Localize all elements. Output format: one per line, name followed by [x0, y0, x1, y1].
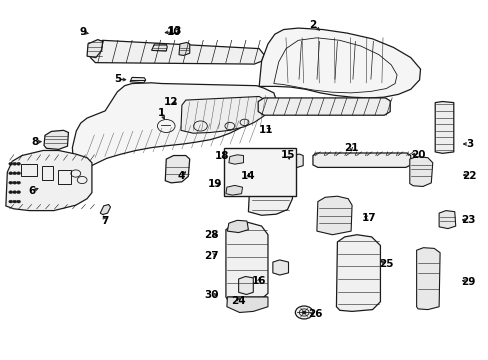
Text: 28: 28 [203, 230, 218, 240]
Polygon shape [6, 150, 92, 211]
Circle shape [17, 181, 20, 184]
Bar [58, 170, 71, 184]
Bar [20, 164, 37, 176]
Polygon shape [227, 220, 248, 233]
Polygon shape [258, 98, 389, 115]
Polygon shape [225, 185, 242, 195]
Polygon shape [100, 204, 110, 215]
Polygon shape [179, 42, 189, 55]
Circle shape [9, 200, 13, 203]
Text: 20: 20 [410, 150, 425, 160]
Text: 7: 7 [101, 216, 109, 226]
Text: 16: 16 [251, 276, 266, 286]
Text: 3: 3 [465, 139, 472, 149]
Circle shape [9, 162, 13, 165]
Circle shape [17, 191, 20, 194]
Circle shape [17, 162, 20, 165]
Polygon shape [316, 196, 351, 235]
Text: 5: 5 [114, 74, 121, 84]
Circle shape [295, 306, 312, 319]
Polygon shape [181, 96, 267, 133]
Polygon shape [272, 260, 288, 275]
Text: 25: 25 [378, 258, 393, 269]
Polygon shape [312, 153, 410, 167]
Text: 26: 26 [307, 309, 322, 319]
Polygon shape [226, 297, 267, 312]
Text: 10: 10 [166, 27, 181, 37]
Text: 1: 1 [158, 108, 164, 118]
Circle shape [17, 200, 20, 203]
Polygon shape [228, 155, 243, 164]
Text: 6: 6 [28, 186, 35, 196]
Polygon shape [87, 40, 102, 58]
Text: 2: 2 [309, 20, 316, 30]
Circle shape [302, 311, 305, 314]
Text: 27: 27 [203, 251, 218, 261]
Polygon shape [225, 222, 267, 303]
Bar [41, 166, 53, 180]
Polygon shape [72, 83, 276, 176]
Circle shape [9, 181, 13, 184]
Circle shape [9, 172, 13, 175]
Text: 9: 9 [80, 27, 86, 37]
Text: 11: 11 [259, 125, 273, 135]
Text: 13: 13 [167, 26, 182, 36]
Circle shape [13, 200, 17, 203]
Text: 23: 23 [460, 215, 475, 225]
Polygon shape [165, 156, 189, 183]
Text: 30: 30 [203, 290, 218, 300]
Polygon shape [409, 157, 432, 186]
Circle shape [9, 191, 13, 194]
Circle shape [13, 172, 17, 175]
Text: 4: 4 [177, 171, 184, 181]
Bar [224, 148, 296, 196]
Circle shape [13, 162, 17, 165]
Circle shape [13, 181, 17, 184]
Circle shape [17, 172, 20, 175]
Polygon shape [238, 276, 253, 294]
Text: 21: 21 [343, 143, 358, 153]
Polygon shape [438, 211, 455, 229]
Polygon shape [44, 130, 68, 149]
Polygon shape [130, 77, 145, 83]
Polygon shape [336, 235, 380, 311]
Text: 29: 29 [460, 276, 475, 287]
Polygon shape [291, 154, 303, 167]
Text: 14: 14 [241, 171, 255, 181]
Circle shape [13, 191, 17, 194]
Text: 24: 24 [231, 296, 245, 306]
Text: 19: 19 [207, 179, 222, 189]
Text: 12: 12 [163, 96, 178, 107]
Polygon shape [151, 44, 167, 51]
Polygon shape [248, 167, 292, 215]
Text: 22: 22 [461, 171, 476, 181]
Text: 17: 17 [361, 213, 376, 223]
Polygon shape [90, 40, 264, 64]
Polygon shape [416, 248, 439, 310]
Text: 18: 18 [215, 150, 229, 161]
Polygon shape [434, 102, 453, 153]
Text: 15: 15 [281, 150, 295, 160]
Text: 8: 8 [32, 137, 39, 147]
Polygon shape [259, 28, 420, 98]
